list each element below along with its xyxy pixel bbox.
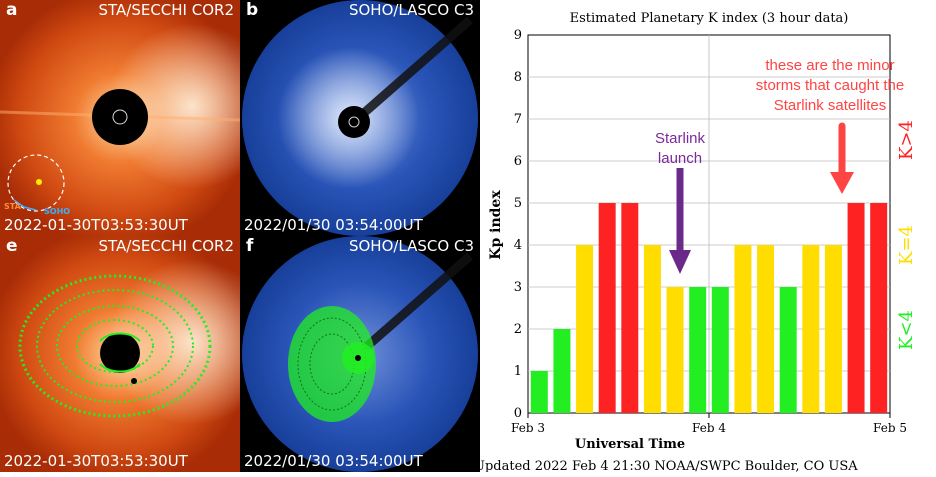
y-tick-label: 7: [514, 112, 522, 127]
panel-timestamp: 2022-01-30T03:53:30UT: [4, 216, 188, 234]
storm-annotation-line-3: Starlink satellites: [774, 97, 887, 114]
panel-letter: b: [246, 0, 259, 20]
panel-instrument: STA/SECCHI COR2: [98, 237, 235, 255]
lasco-image: [242, 0, 478, 236]
kp-bar: [621, 203, 639, 413]
panel-b-lasco: b SOHO/LASCO C3 2022/01/30 03:54:00UT: [240, 0, 480, 236]
panel-timestamp: 2022/01/30 03:54:00UT: [244, 452, 423, 470]
legend-entry: K=4: [896, 225, 917, 265]
kp-bar: [643, 245, 661, 413]
kp-chart-svg: Estimated Planetary K index (3 hour data…: [474, 11, 917, 474]
y-tick-label: 3: [514, 280, 522, 295]
starlink-arrowhead: [669, 250, 691, 274]
lasco-model-image: [242, 236, 478, 472]
kp-bar: [711, 287, 729, 413]
y-tick-label: 5: [514, 196, 522, 211]
kp-bar: [530, 371, 548, 413]
y-tick-label: 4: [514, 238, 522, 253]
panel-letter: e: [6, 236, 18, 256]
panel-e-cor2-model: e STA/SECCHI COR2 2022-01-30T03:53:30UT: [0, 236, 240, 472]
kp-bar: [553, 329, 571, 413]
kp-bar: [802, 245, 820, 413]
cor2-image: [0, 0, 240, 236]
bar-layer: [530, 203, 888, 413]
y-axis-label: Kp index: [488, 190, 504, 260]
panel-instrument: SOHO/LASCO C3: [348, 1, 474, 19]
y-tick-label: 8: [514, 70, 522, 85]
panel-letter: a: [6, 0, 18, 20]
y-tick-label: 0: [514, 406, 522, 421]
legend-entry: K>4: [896, 120, 917, 160]
orbit-ring: [7, 154, 65, 212]
chart-title: Estimated Planetary K index (3 hour data…: [570, 11, 849, 26]
y-tick-label: 1: [514, 364, 522, 379]
panel-a-cor2: a STA/SECCHI COR2 STA SOHO 2022-01-30T03…: [0, 0, 240, 236]
panel-instrument: STA/SECCHI COR2: [98, 1, 235, 19]
kp-bar: [779, 287, 797, 413]
kp-bar: [734, 245, 752, 413]
footer-text: Updated 2022 Feb 4 21:30 NOAA/SWPC Bould…: [480, 459, 858, 472]
kp-bar: [666, 287, 684, 413]
sta-label: STA: [4, 202, 21, 211]
kp-bar: [824, 245, 842, 413]
x-tick-label: Feb 4: [692, 421, 726, 435]
sun-marker: [36, 179, 42, 185]
kp-bar: [689, 287, 707, 413]
soho-label: SOHO: [44, 207, 71, 216]
legend-layer: K>4 K=4 K<4: [896, 120, 917, 350]
kp-bar: [576, 245, 594, 413]
x-axis-label: Universal Time: [575, 437, 685, 452]
y-tick-label: 2: [514, 322, 522, 337]
panel-letter: f: [246, 236, 254, 256]
kp-index-chart: Estimated Planetary K index (3 hour data…: [474, 0, 936, 474]
kp-bar: [870, 203, 888, 413]
x-tick-label: Feb 5: [873, 421, 907, 435]
kp-bar: [847, 203, 865, 413]
x-tick-label: Feb 3: [511, 421, 545, 435]
kp-bar: [757, 245, 775, 413]
legend-entry: K<4: [896, 310, 917, 350]
y-tick-label: 9: [514, 28, 522, 43]
cor2-model-image: [0, 236, 240, 472]
tick-layer: 0 1 2 3 4 5 6 7 8 9 Feb 3 Feb 4 Feb 5: [511, 28, 907, 435]
panel-timestamp: 2022-01-30T03:53:30UT: [4, 452, 188, 470]
starlink-annotation-line-2: launch: [658, 150, 702, 167]
storm-annotation-line-1: these are the minor: [765, 57, 894, 74]
starlink-annotation-line-1: Starlink: [655, 130, 706, 147]
panel-instrument: SOHO/LASCO C3: [348, 237, 474, 255]
kp-bar: [598, 203, 616, 413]
storm-annotation-line-2: storms that caught the: [756, 77, 904, 94]
y-tick-label: 6: [514, 154, 522, 169]
panel-timestamp: 2022/01/30 03:54:00UT: [244, 216, 423, 234]
panel-f-lasco-model: f SOHO/LASCO C3 2022/01/30 03:54:00UT: [240, 236, 480, 472]
storm-arrowhead: [830, 172, 854, 194]
